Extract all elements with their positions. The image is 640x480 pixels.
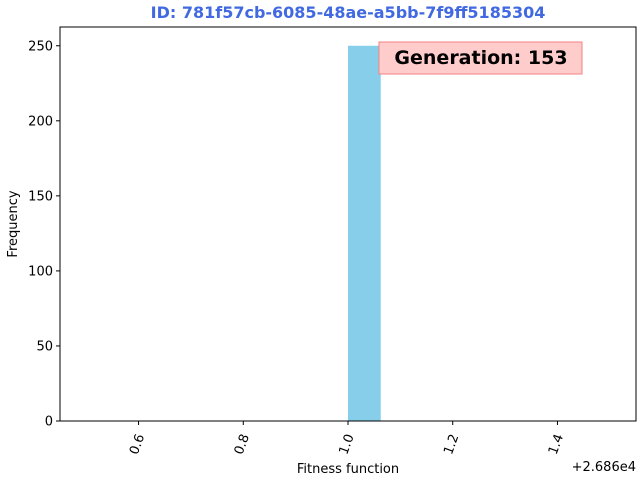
annotation-text: Generation: 153	[394, 47, 567, 69]
bars-group	[348, 45, 381, 422]
annotation-box	[378, 41, 583, 75]
histogram-bar	[348, 45, 381, 422]
y-axis-label: Frequency	[6, 190, 21, 257]
x-tick-label: 1.0	[337, 432, 358, 457]
y-axis: 0 50 100 150 200 250	[28, 39, 60, 430]
x-tick-label: 0.6	[127, 432, 148, 457]
y-tick-label: 150	[28, 189, 53, 204]
y-tick-label: 50	[36, 339, 53, 354]
x-tick-label: 1.2	[441, 432, 462, 457]
generation-annotation: Generation: 153	[378, 41, 583, 75]
x-tick-label: 0.8	[232, 432, 253, 457]
y-tick-label: 100	[28, 264, 53, 279]
x-axis-label: Fitness function	[297, 462, 399, 477]
y-tick-label: 200	[28, 114, 53, 129]
y-tick-label: 0	[45, 415, 53, 430]
y-tick-label: 250	[28, 39, 53, 54]
chart-title: ID: 781f57cb-6085-48ae-a5bb-7f9ff5185304	[151, 3, 546, 22]
x-axis-offset-label: +2.686e4	[572, 460, 636, 475]
x-axis: 0.6 0.8 1.0 1.2 1.4	[127, 421, 567, 457]
x-tick-label: 1.4	[546, 432, 567, 457]
